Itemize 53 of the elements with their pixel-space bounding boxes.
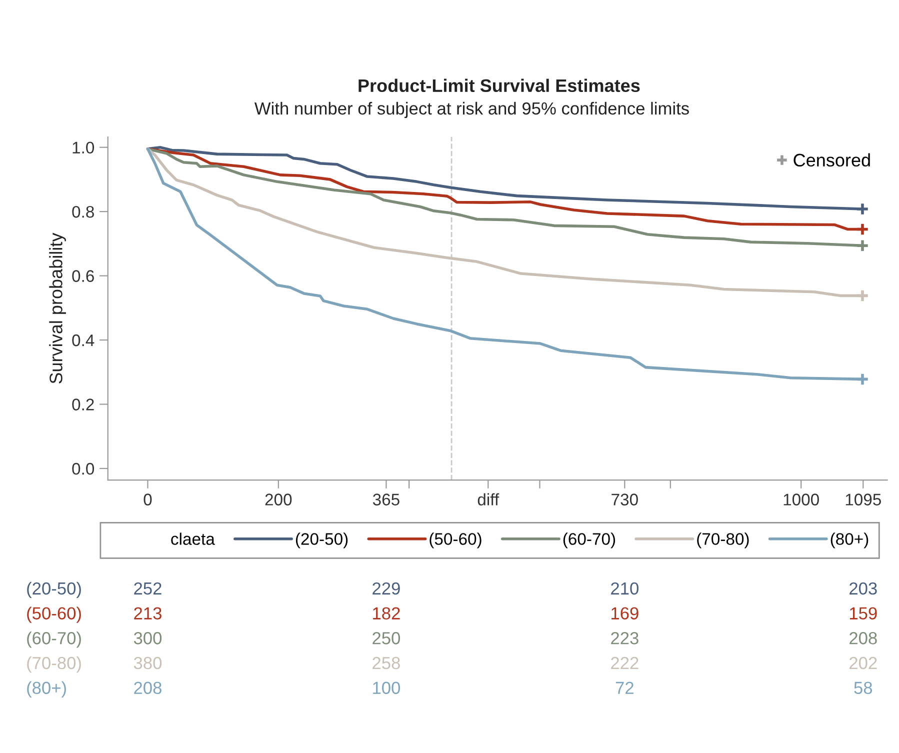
y-tick-label: 0.6 xyxy=(72,270,94,282)
data-label: 300 xyxy=(134,632,162,644)
data-label: 100 xyxy=(373,682,400,694)
data-label: 250 xyxy=(372,632,400,644)
legend-label: (70-80) xyxy=(697,532,749,548)
data-label: 208 xyxy=(134,682,162,694)
y-tick-label: 0.4 xyxy=(72,334,94,346)
data-label: 208 xyxy=(850,632,877,644)
data-label: 203 xyxy=(850,582,877,595)
y-tick-label: 1.0 xyxy=(72,142,94,154)
data-label: 223 xyxy=(611,632,638,644)
legend-label: (80+) xyxy=(830,532,868,548)
chart-title: Product-Limit Survival Estimates xyxy=(358,78,640,92)
y-tick-label: (80+) xyxy=(27,681,66,698)
data-label: 159 xyxy=(850,607,877,620)
data-label: 222 xyxy=(611,656,638,670)
x-tick-label: 365 xyxy=(372,494,400,506)
point xyxy=(856,372,870,386)
data-label: 169 xyxy=(612,607,638,620)
data-label: 380 xyxy=(134,656,162,670)
x-tick-label: 1095 xyxy=(846,494,881,506)
y-tick-label: (60-70) xyxy=(27,632,81,648)
x-tick-label: diff xyxy=(478,493,500,506)
data-label: 182 xyxy=(373,607,400,620)
legend-label: (60-70) xyxy=(563,532,616,548)
y-tick-label: (20-50) xyxy=(27,582,81,598)
y-tick-label: 0.2 xyxy=(72,398,94,410)
point xyxy=(856,202,870,216)
chart-subtitle: With number of subject at risk and 95% confidence limits xyxy=(254,102,689,118)
data-label: 252 xyxy=(134,582,162,595)
data-label: 202 xyxy=(850,656,877,670)
text: Censored xyxy=(794,153,870,167)
point xyxy=(856,238,870,252)
y-tick-label: 0.0 xyxy=(72,462,94,475)
legend-label: (50-60) xyxy=(430,532,482,548)
legend-title: claeta xyxy=(171,532,215,545)
y-tick-label: 0.8 xyxy=(72,206,94,218)
data-label: 58 xyxy=(854,682,872,694)
data-label: 258 xyxy=(372,656,400,670)
x-tick-label: 1000 xyxy=(784,494,819,506)
x-tick-label: 200 xyxy=(265,494,292,506)
data-label: 229 xyxy=(372,582,400,595)
legend-label: (20-50) xyxy=(296,532,348,548)
x-tick-label: 730 xyxy=(612,494,638,506)
y-axis-title: Survival probability xyxy=(49,232,66,384)
x-tick-label: 0 xyxy=(144,494,152,506)
data-label: 210 xyxy=(611,582,638,595)
data-label: 213 xyxy=(134,607,162,620)
y-tick-label: (50-60) xyxy=(27,606,81,623)
point xyxy=(856,222,870,236)
point xyxy=(856,288,870,302)
data-label: 72 xyxy=(616,682,634,694)
y-tick-label: (70-80) xyxy=(27,656,81,673)
